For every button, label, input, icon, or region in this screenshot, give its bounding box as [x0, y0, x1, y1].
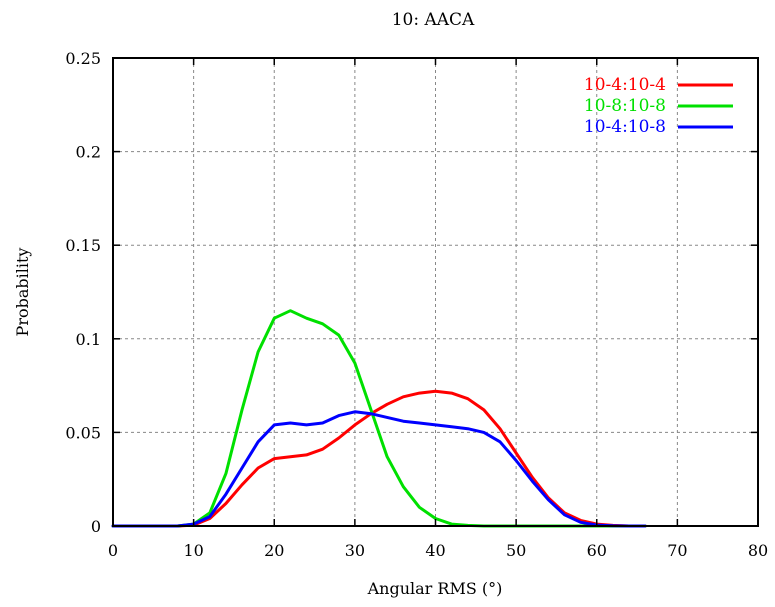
y-tick-label: 0.15	[65, 236, 101, 255]
y-tick-label: 0	[91, 517, 101, 536]
x-tick-label: 0	[108, 541, 118, 560]
y-tick-label: 0.2	[76, 143, 101, 162]
x-tick-label: 10	[183, 541, 203, 560]
legend-label: 10-4:10-8	[584, 117, 666, 137]
chart-title: 10: AACA	[392, 10, 475, 30]
series-line-2	[111, 309, 647, 528]
y-axis-label: Probability	[13, 248, 32, 337]
x-tick-label: 20	[264, 541, 284, 560]
x-axis-label: Angular RMS (°)	[367, 579, 503, 598]
x-tick-label: 30	[345, 541, 365, 560]
legend-label: 10-4:10-4	[584, 75, 666, 95]
legend-label: 10-8:10-8	[584, 96, 666, 116]
y-tick-label: 0.25	[65, 49, 101, 68]
series-line-3	[111, 410, 647, 528]
chart-legend: 10-4:10-410-8:10-810-4:10-8	[584, 75, 733, 137]
x-tick-label: 70	[667, 541, 687, 560]
y-tick-label: 0.1	[76, 330, 101, 349]
x-tick-label: 80	[748, 541, 768, 560]
x-tick-label: 60	[587, 541, 607, 560]
y-tick-label: 0.05	[65, 423, 101, 442]
axis-ticks: 0 10 20 30 40 50 60 70 80 0 0.05 0.1 0.15 0.2 0.25	[65, 49, 768, 560]
x-tick-label: 40	[425, 541, 445, 560]
series-lines	[111, 309, 647, 528]
x-tick-label: 50	[506, 541, 526, 560]
series-line-1	[111, 389, 647, 528]
grid-lines	[113, 58, 758, 526]
